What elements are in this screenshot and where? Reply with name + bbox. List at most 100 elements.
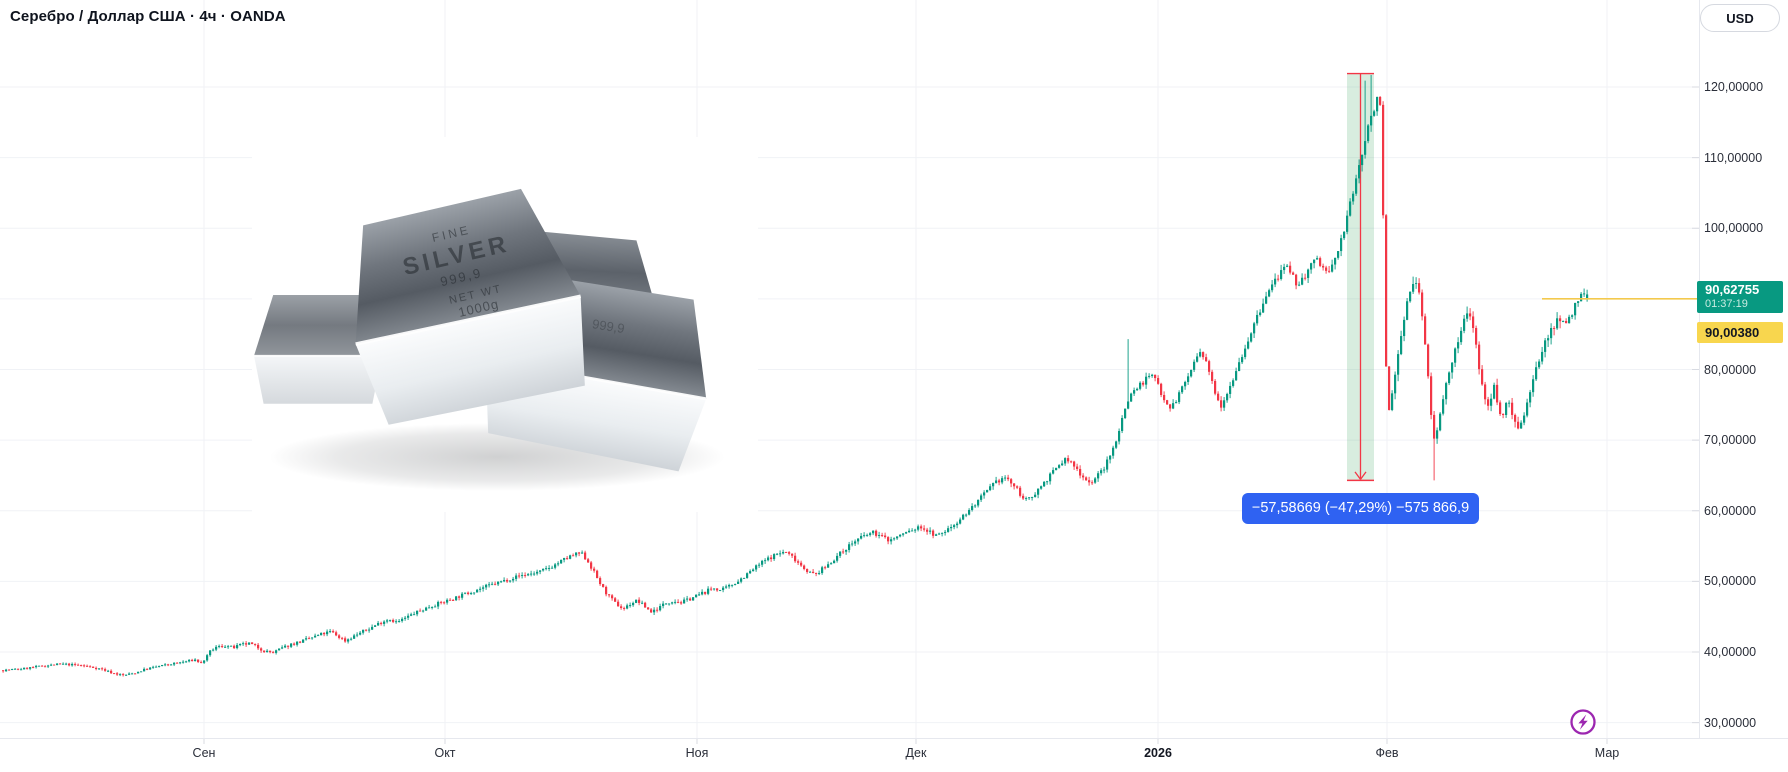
candle xyxy=(1136,388,1139,391)
candle xyxy=(278,648,281,651)
candle xyxy=(1151,374,1154,376)
candle xyxy=(818,573,821,574)
candle xyxy=(341,637,344,639)
candle xyxy=(1367,125,1370,142)
candle xyxy=(761,560,764,565)
candle xyxy=(233,645,236,649)
candle xyxy=(401,618,404,622)
time-axis-label: Дек xyxy=(905,746,927,760)
candle xyxy=(1481,369,1484,385)
candle xyxy=(746,573,749,578)
price-tick-label: 40,00000 xyxy=(1704,645,1757,659)
time-axis-label: Ноя xyxy=(685,746,709,760)
candle xyxy=(131,673,134,675)
candle xyxy=(1391,393,1394,410)
candle xyxy=(1415,283,1418,285)
candle xyxy=(1523,415,1526,423)
current-price-label[interactable]: 90,62755 01:37:19 xyxy=(1697,281,1783,313)
candle xyxy=(1007,477,1010,480)
candle xyxy=(620,606,623,608)
candle xyxy=(782,552,785,554)
candle xyxy=(1280,270,1283,279)
candle xyxy=(1352,193,1355,202)
candle xyxy=(335,632,338,636)
candle xyxy=(1040,486,1043,489)
candle xyxy=(86,665,89,667)
candle xyxy=(602,584,605,587)
alert-price-label[interactable]: 90,00380 xyxy=(1697,322,1783,343)
candle xyxy=(1064,458,1067,464)
candle xyxy=(797,561,800,563)
candle xyxy=(1028,497,1031,499)
candle xyxy=(1187,376,1190,382)
candle xyxy=(1217,393,1220,401)
candle xyxy=(1235,371,1238,381)
candle xyxy=(239,643,242,646)
candle xyxy=(575,552,578,556)
measurement-result-label[interactable]: −57,58669 (−47,29%) −575 866,9 xyxy=(1242,493,1479,524)
candle xyxy=(563,557,566,560)
candle xyxy=(911,530,914,532)
candle xyxy=(308,638,311,640)
silver-ingot-back-left xyxy=(254,295,383,404)
candle xyxy=(653,609,656,613)
candle xyxy=(683,599,686,604)
candle xyxy=(1388,366,1391,410)
candle xyxy=(932,530,935,536)
silver-bars-illustration: 999,9 FINE SILVER 999,9 NET WT 1000g xyxy=(254,188,725,491)
candle xyxy=(440,601,443,603)
candle xyxy=(719,589,722,591)
symbol-title[interactable]: Серебро / Доллар США · 4ч · OANDA xyxy=(10,8,286,25)
measurement-band[interactable] xyxy=(1347,72,1374,482)
candle xyxy=(1283,266,1286,271)
candle xyxy=(476,589,479,593)
candle xyxy=(485,584,488,588)
candle xyxy=(779,553,782,555)
candle xyxy=(1526,402,1529,416)
candle xyxy=(245,643,248,645)
candle xyxy=(920,526,923,529)
candle xyxy=(1271,284,1274,291)
candle xyxy=(455,596,458,601)
candle xyxy=(443,602,446,604)
candle xyxy=(1082,475,1085,478)
candle xyxy=(1571,315,1574,317)
candle xyxy=(41,665,44,667)
candle xyxy=(299,641,302,643)
candle xyxy=(329,631,332,633)
candle xyxy=(395,621,398,623)
lightning-icon[interactable] xyxy=(1568,707,1598,737)
candle xyxy=(1457,342,1460,349)
candle xyxy=(1004,477,1007,479)
candle xyxy=(965,514,968,516)
candle xyxy=(587,559,590,563)
candle xyxy=(1574,302,1577,316)
candle xyxy=(626,605,629,609)
candle xyxy=(1079,468,1082,476)
candle xyxy=(512,578,515,581)
candle xyxy=(1109,455,1112,460)
candle xyxy=(1529,392,1532,403)
candle xyxy=(1241,357,1244,363)
candle xyxy=(305,638,308,640)
candle xyxy=(1211,371,1214,381)
currency-usd-button[interactable]: USD xyxy=(1700,4,1780,32)
candle xyxy=(338,635,341,638)
candle xyxy=(878,535,881,536)
candle xyxy=(572,555,575,557)
candle xyxy=(1460,330,1463,343)
candle xyxy=(935,534,938,536)
candle xyxy=(236,645,239,649)
candle xyxy=(407,615,410,618)
candle xyxy=(785,552,788,553)
candle xyxy=(26,667,29,669)
candle xyxy=(32,667,35,669)
candle xyxy=(1493,384,1496,399)
candle xyxy=(629,605,632,607)
candle xyxy=(1301,277,1304,285)
candle xyxy=(122,674,125,676)
candle xyxy=(1100,470,1103,474)
candle xyxy=(1361,154,1364,166)
candle xyxy=(56,663,59,666)
candle xyxy=(230,645,233,647)
